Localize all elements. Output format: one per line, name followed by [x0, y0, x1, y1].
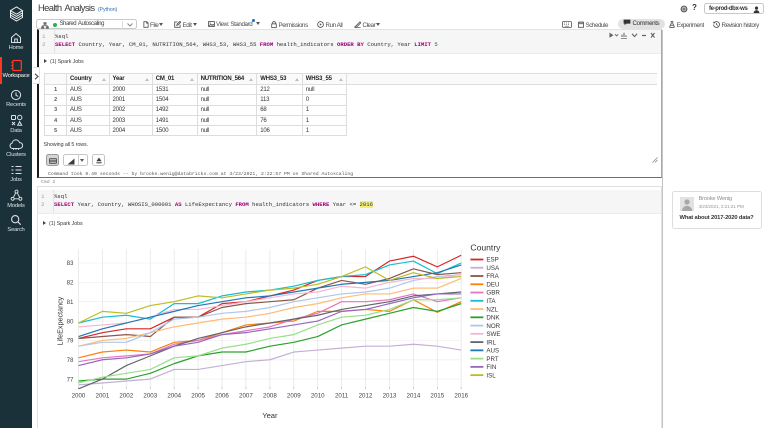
- svg-text:80: 80: [67, 318, 74, 325]
- svg-text:NOR: NOR: [486, 322, 500, 329]
- svg-text:2014: 2014: [407, 392, 421, 399]
- svg-text:AUS: AUS: [486, 347, 499, 354]
- svg-text:2015: 2015: [430, 392, 444, 399]
- svg-text:2011: 2011: [335, 392, 349, 399]
- svg-text:ITA: ITA: [486, 298, 496, 305]
- svg-text:2004: 2004: [167, 392, 181, 399]
- svg-text:USA: USA: [486, 264, 500, 271]
- svg-text:2010: 2010: [311, 392, 325, 399]
- svg-text:82: 82: [67, 279, 74, 286]
- svg-text:Year: Year: [262, 410, 278, 419]
- svg-text:IRL: IRL: [486, 339, 496, 346]
- svg-text:2016: 2016: [454, 392, 468, 399]
- svg-text:FIN: FIN: [486, 364, 496, 371]
- svg-text:NZL: NZL: [486, 306, 498, 313]
- svg-text:SWE: SWE: [486, 331, 500, 338]
- svg-text:ISL: ISL: [486, 372, 496, 379]
- svg-text:DEU: DEU: [486, 281, 499, 288]
- svg-text:83: 83: [67, 260, 74, 267]
- svg-text:DNK: DNK: [486, 314, 500, 321]
- svg-text:2006: 2006: [215, 392, 229, 399]
- svg-text:77: 77: [67, 376, 74, 383]
- svg-text:2002: 2002: [119, 392, 133, 399]
- svg-text:2013: 2013: [383, 392, 397, 399]
- svg-text:PRT: PRT: [486, 355, 498, 362]
- svg-text:2009: 2009: [287, 392, 301, 399]
- svg-text:2007: 2007: [239, 392, 253, 399]
- svg-text:81: 81: [67, 298, 74, 305]
- svg-text:GBR: GBR: [486, 289, 500, 296]
- svg-text:Country: Country: [470, 242, 501, 252]
- svg-text:2003: 2003: [143, 392, 157, 399]
- svg-text:78: 78: [67, 356, 74, 363]
- svg-text:ESP: ESP: [486, 256, 498, 263]
- svg-text:2001: 2001: [96, 392, 110, 399]
- svg-text:LifeExpectancy: LifeExpectancy: [56, 296, 65, 345]
- svg-text:2012: 2012: [359, 392, 373, 399]
- svg-text:2008: 2008: [263, 392, 277, 399]
- svg-text:79: 79: [67, 337, 74, 344]
- svg-text:2005: 2005: [191, 392, 205, 399]
- svg-text:FRA: FRA: [486, 273, 499, 280]
- svg-text:2000: 2000: [72, 392, 86, 399]
